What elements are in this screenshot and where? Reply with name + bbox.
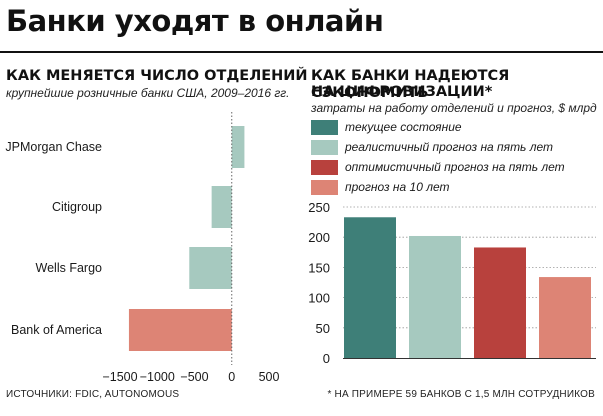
savings-forecast-chart: 0 50 100 150 200 250 (308, 200, 596, 366)
legend-label: реалистичный прогноз на пять лет (345, 140, 554, 154)
bar-forecast-10y (539, 277, 591, 358)
legend-label: текущее состояние (345, 120, 462, 134)
footnote: * НА ПРИМЕРЕ 59 БАНКОВ С 1,5 МЛН СОТРУДН… (327, 389, 595, 400)
x-tick-label: 0 (228, 370, 235, 384)
legend-label: оптимистичный прогноз на пять лет (345, 160, 565, 174)
savings-chart-legend: текущее состояние реалистичный прогноз н… (311, 118, 601, 198)
x-tick-label: −1000 (140, 370, 175, 384)
sources-note: ИСТОЧНИКИ: FDIC, AUTONOMOUS (6, 389, 180, 400)
legend-swatch (311, 120, 338, 135)
y-tick-label: 250 (308, 200, 330, 215)
y-tick-label: 150 (308, 260, 330, 275)
category-label: JPMorgan Chase (5, 140, 102, 154)
bar-current (344, 217, 396, 358)
branches-chart-heading: КАК МЕНЯЕТСЯ ЧИСЛО ОТДЕЛЕНИЙ (6, 68, 308, 84)
category-label: Citigroup (52, 200, 102, 214)
bar-realistic-5y (409, 235, 461, 358)
savings-chart-heading-line2: НА ЦИФРОВИЗАЦИИ* (311, 84, 493, 100)
y-tick-label: 200 (308, 230, 330, 245)
legend-item-current: текущее состояние (311, 118, 601, 138)
savings-chart-heading-line1: КАК БАНКИ НАДЕЮТСЯ СЭКОНОМИТЬ (311, 68, 510, 101)
bar-jpmorgan-chase (231, 126, 245, 168)
page-title: Банки уходят в онлайн (6, 4, 384, 38)
title-divider (0, 51, 603, 53)
legend-swatch (311, 180, 338, 195)
x-tick-label: −500 (180, 370, 208, 384)
branches-change-chart: JPMorgan Chase Citigroup Wells Fargo Bank o… (5, 112, 280, 384)
category-label: Wells Fargo (36, 261, 103, 275)
y-tick-label: 50 (316, 321, 330, 336)
legend-swatch (311, 160, 338, 175)
legend-swatch (311, 140, 338, 155)
legend-item-realistic-5y: реалистичный прогноз на пять лет (311, 138, 601, 158)
legend-label: прогноз на 10 лет (345, 180, 450, 194)
legend-item-optimistic-5y: оптимистичный прогноз на пять лет (311, 158, 601, 178)
y-tick-label: 0 (323, 351, 330, 366)
x-tick-label: −1500 (102, 370, 137, 384)
y-tick-label: 100 (308, 291, 330, 306)
savings-chart-subtitle: затраты на работу отделений и прогноз, $… (311, 101, 597, 115)
bar-optimistic-5y (474, 247, 526, 358)
legend-item-10y: прогноз на 10 лет (311, 178, 601, 198)
category-label: Bank of America (11, 323, 102, 337)
bar-bank-of-america (128, 309, 232, 351)
bar-wells-fargo (189, 247, 232, 289)
branches-chart-subtitle: крупнейшие розничные банки США, 2009–201… (6, 86, 290, 100)
bar-citigroup (211, 186, 232, 228)
x-tick-label: 500 (259, 370, 280, 384)
